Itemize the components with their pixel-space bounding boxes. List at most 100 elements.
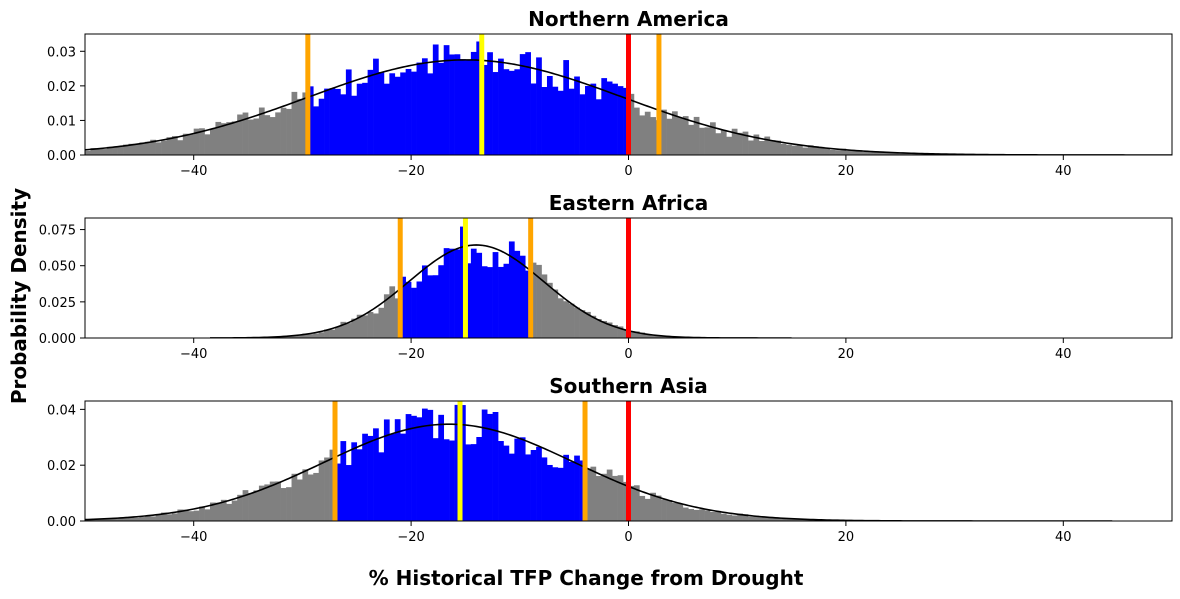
- x-tick-label: −40: [180, 347, 207, 362]
- histogram-bar: [210, 128, 216, 155]
- histogram-bar: [253, 490, 260, 521]
- histogram-bar: [639, 115, 646, 155]
- histogram-bar: [394, 76, 401, 155]
- histogram-bar: [878, 151, 885, 155]
- histogram-bar: [498, 266, 504, 338]
- y-tick-label: 0.02: [47, 80, 76, 95]
- histogram-bar: [525, 52, 531, 155]
- histogram-bar: [802, 519, 809, 521]
- histogram-bar: [465, 263, 472, 338]
- histogram-bar: [367, 435, 374, 521]
- histogram-bar: [764, 136, 771, 155]
- histogram-bar: [845, 150, 852, 155]
- histogram-bar: [324, 88, 330, 155]
- histogram-bar: [633, 107, 640, 155]
- histogram-bar: [438, 414, 445, 521]
- histogram-bar: [552, 289, 559, 338]
- histogram-bar: [416, 417, 423, 521]
- histogram-bar: [182, 509, 189, 521]
- histogram-bar: [769, 516, 776, 521]
- histogram-bar: [508, 70, 515, 155]
- histogram-bar: [590, 466, 597, 521]
- histogram-bar: [345, 323, 352, 338]
- histogram-bar: [378, 452, 385, 521]
- histogram-bar: [454, 54, 461, 155]
- histogram-bar: [291, 473, 298, 521]
- histogram-bar: [601, 78, 608, 155]
- histogram-bar: [307, 334, 314, 338]
- histogram-bar: [688, 509, 695, 521]
- panel-title: Northern America: [528, 7, 729, 31]
- histogram-bar: [883, 151, 890, 155]
- histogram-bar: [351, 442, 358, 521]
- histogram-bar: [873, 151, 879, 155]
- histogram-bar: [389, 286, 396, 338]
- histogram-bar: [595, 318, 602, 338]
- histogram-bar: [737, 132, 743, 155]
- histogram-bar: [802, 147, 809, 155]
- histogram-bar: [383, 83, 390, 155]
- histogram-bar: [373, 313, 379, 338]
- y-tick-label: 0.000: [39, 332, 76, 347]
- histogram-bar: [623, 481, 629, 521]
- histogram-bar: [383, 419, 390, 521]
- histogram-bar: [862, 151, 868, 155]
- y-tick-label: 0.02: [47, 459, 76, 474]
- histogram-bar: [650, 335, 656, 338]
- histogram-bar: [650, 492, 656, 521]
- histogram-bar: [536, 264, 542, 338]
- histogram-bar: [405, 414, 412, 521]
- histogram-bar: [661, 109, 667, 155]
- histogram-bar: [786, 518, 792, 521]
- y-tick-label: 0.00: [47, 515, 76, 530]
- histogram-bar: [421, 58, 428, 155]
- histogram-bar: [351, 318, 358, 338]
- histogram-bar: [421, 265, 428, 338]
- histogram-bar: [101, 519, 108, 521]
- histogram-bar: [481, 64, 488, 155]
- histogram-bar: [720, 130, 727, 155]
- histogram-bar: [688, 124, 695, 155]
- histogram-bar: [286, 336, 292, 338]
- histogram-bar: [546, 76, 553, 155]
- histogram-bar: [394, 298, 401, 338]
- histogram-bar: [682, 116, 689, 155]
- histogram-bar: [231, 500, 238, 521]
- histogram-bar: [264, 484, 271, 521]
- histogram-bar: [313, 106, 320, 155]
- histogram-bar: [313, 472, 320, 521]
- histogram-bar: [715, 133, 722, 155]
- histogram-bar: [606, 469, 613, 521]
- histogram-bar: [671, 502, 678, 521]
- histogram-bar: [710, 511, 716, 521]
- histogram-bar: [612, 83, 618, 155]
- histogram-bar: [177, 140, 184, 155]
- histogram-bar: [226, 122, 233, 155]
- histogram-bar: [748, 140, 754, 155]
- y-tick-label: 0.00: [47, 149, 76, 164]
- histogram-bar: [166, 137, 173, 155]
- histogram-bar: [389, 433, 396, 521]
- histogram-bar: [204, 509, 211, 521]
- histogram-bar: [286, 108, 292, 155]
- panel-1: −40 −20 0 20 40 0.00 0.01 0.02 0.03 Northern Amer…: [47, 7, 1173, 179]
- histogram-bar: [101, 149, 108, 155]
- histogram-bar: [367, 312, 374, 338]
- histogram-bar: [807, 519, 814, 521]
- histogram-bar: [220, 499, 227, 521]
- histogram-bar: [563, 301, 570, 338]
- histogram-bar: [758, 517, 765, 521]
- histogram-bar: [617, 475, 624, 521]
- histogram-bar: [628, 485, 635, 521]
- histogram-bar: [557, 467, 564, 521]
- histogram-bar: [449, 54, 455, 155]
- x-tick-label: 40: [1055, 347, 1072, 362]
- histogram-bar: [378, 71, 385, 155]
- histogram-bar: [242, 112, 249, 155]
- histogram-bar: [139, 142, 146, 155]
- histogram-bar: [579, 94, 586, 155]
- x-tick-label: 40: [1055, 164, 1072, 179]
- histogram-bar: [813, 146, 820, 155]
- histogram-bar: [492, 412, 499, 521]
- histogram-bar: [432, 44, 439, 155]
